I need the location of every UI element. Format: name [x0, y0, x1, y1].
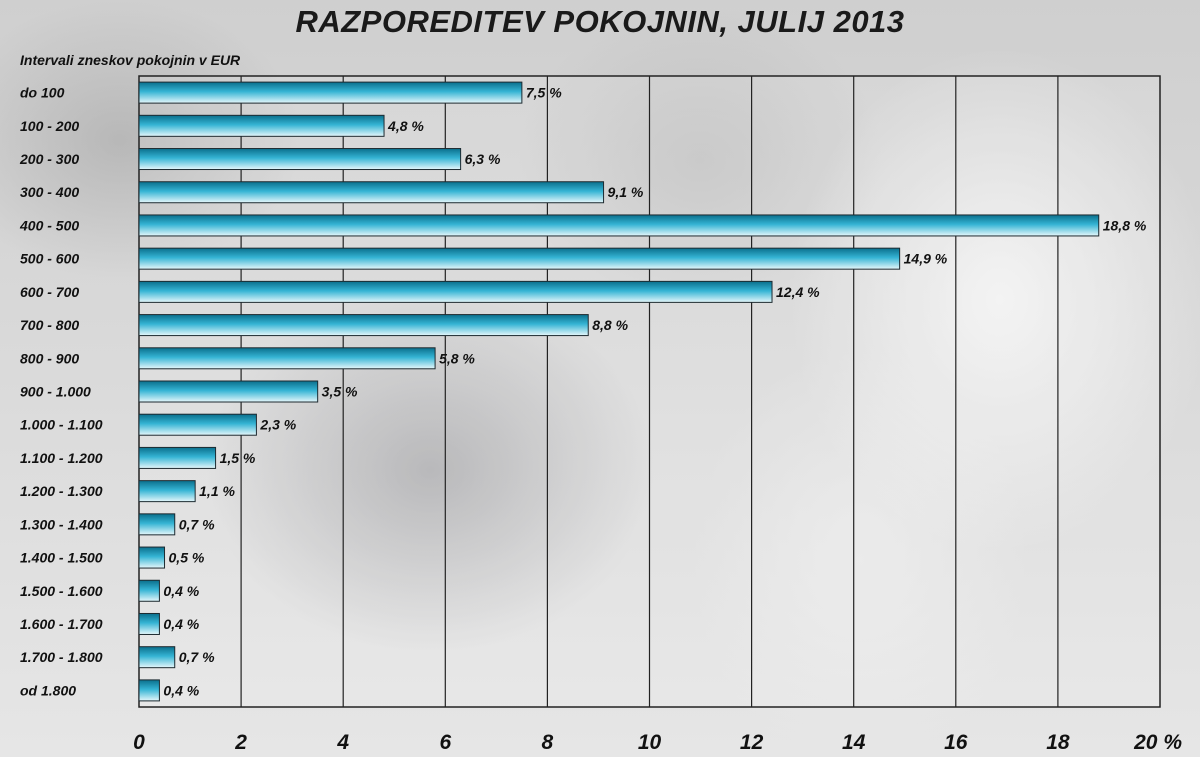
- data-label: 8,8 %: [592, 317, 628, 333]
- data-label: 1,1 %: [199, 483, 235, 499]
- chart-subtitle: Intervali zneskov pokojnin v EUR: [20, 52, 241, 68]
- category-label: 900 - 1.000: [20, 384, 91, 400]
- category-label: 1.200 - 1.300: [20, 483, 103, 499]
- category-label: 700 - 800: [20, 317, 79, 333]
- bar: [138, 181, 605, 204]
- bar: [138, 114, 385, 137]
- bar: [138, 280, 773, 303]
- category-label: 500 - 600: [20, 251, 79, 267]
- category-label: 200 - 300: [19, 151, 79, 167]
- data-label: 9,1 %: [608, 184, 644, 200]
- data-label: 0,7 %: [179, 516, 215, 532]
- category-label: 1.300 - 1.400: [20, 516, 103, 532]
- bar: [138, 446, 217, 469]
- chart-title: RAZPOREDITEV POKOJNIN, JULIJ 2013: [295, 4, 905, 39]
- category-label: 1.600 - 1.700: [20, 616, 103, 632]
- bar: [138, 148, 462, 171]
- bar: [138, 513, 176, 536]
- data-label: 1,5 %: [220, 450, 256, 466]
- data-label: 0,7 %: [179, 649, 215, 665]
- bar: [138, 679, 160, 702]
- category-label: 300 - 400: [20, 184, 79, 200]
- data-label: 5,8 %: [439, 350, 475, 366]
- bar: [138, 380, 319, 403]
- data-label: 3,5 %: [322, 384, 358, 400]
- category-label: 400 - 500: [19, 217, 79, 233]
- x-tick-label: 12: [740, 731, 764, 754]
- bar: [138, 81, 523, 104]
- data-label: 0,4 %: [163, 583, 199, 599]
- category-label: do 100: [20, 85, 65, 101]
- x-tick-label: 0: [133, 731, 145, 754]
- bar: [138, 314, 589, 337]
- x-tick-label: 16: [944, 731, 968, 754]
- x-tick-label: 8: [542, 731, 554, 754]
- category-label: od 1.800: [20, 682, 76, 698]
- bar: [138, 646, 176, 669]
- category-label: 600 - 700: [20, 284, 79, 300]
- data-label: 2,3 %: [259, 417, 296, 433]
- category-label: 1.400 - 1.500: [20, 550, 103, 566]
- x-tick-label: 10: [638, 731, 662, 754]
- x-tick-label: 14: [842, 731, 866, 754]
- data-label: 18,8 %: [1103, 217, 1147, 233]
- x-tick-label: 20 %: [1133, 731, 1182, 754]
- data-label: 0,4 %: [163, 682, 199, 698]
- bar: [138, 579, 160, 602]
- category-label: 1.000 - 1.100: [20, 417, 103, 433]
- data-label: 6,3 %: [465, 151, 501, 167]
- data-label: 12,4 %: [776, 284, 820, 300]
- bar: [138, 214, 1100, 237]
- x-tick-label: 4: [336, 731, 349, 754]
- x-tick-label: 6: [439, 731, 451, 754]
- bar: [138, 480, 196, 503]
- category-label: 800 - 900: [20, 350, 79, 366]
- bar: [138, 612, 160, 635]
- category-label: 1.100 - 1.200: [20, 450, 103, 466]
- x-tick-label: 2: [234, 731, 247, 754]
- bar: [138, 546, 166, 569]
- data-label: 0,4 %: [163, 616, 199, 632]
- data-label: 4,8 %: [387, 118, 424, 134]
- data-label: 0,5 %: [169, 550, 205, 566]
- data-label: 7,5 %: [526, 85, 562, 101]
- bar: [138, 347, 436, 370]
- category-label: 100 - 200: [20, 118, 79, 134]
- category-label: 1.500 - 1.600: [20, 583, 103, 599]
- bar: [138, 247, 901, 270]
- x-tick-label: 18: [1046, 731, 1070, 754]
- data-label: 14,9 %: [904, 251, 948, 267]
- category-label: 1.700 - 1.800: [20, 649, 103, 665]
- bar: [138, 413, 257, 436]
